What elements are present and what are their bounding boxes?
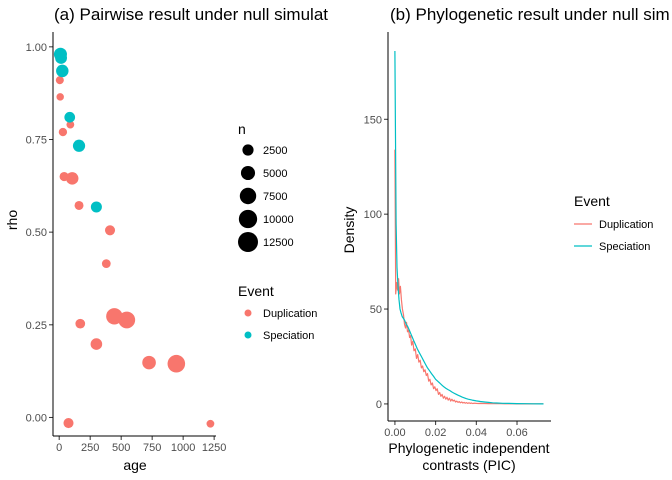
- panel-a-legend-label-speciation: Speciation: [263, 330, 314, 342]
- point-duplication: [74, 200, 84, 210]
- point-duplication: [58, 127, 68, 137]
- panel-b-x-tick-label: 0.06: [506, 427, 527, 439]
- panel-b-y-tick-label: 50: [370, 304, 382, 316]
- panel-a-y-tick-label: 1.00: [26, 42, 47, 54]
- panel-b-x-tick-label: 0.04: [466, 427, 487, 439]
- panel-b-y-tick-label: 150: [364, 114, 382, 126]
- point-duplication: [65, 172, 79, 185]
- point-duplication: [142, 355, 156, 370]
- panel-a-y-tick-label: 0.75: [26, 134, 47, 146]
- point-speciation: [90, 201, 102, 213]
- panel-a: (a) Pairwise result under null simulat r…: [4, 5, 328, 473]
- panel-b: (b) Phylogenetic result under null sim D…: [341, 5, 670, 473]
- size-legend-label: 12500: [263, 237, 294, 249]
- panel-a-x-tick-label: 1250: [202, 442, 226, 454]
- panel-a-y-tick-label: 0.50: [26, 227, 47, 239]
- size-legend-label: 5000: [263, 168, 287, 180]
- point-duplication: [75, 318, 86, 329]
- size-legend-key: [239, 187, 257, 205]
- panel-b-lines: [394, 50, 544, 405]
- panel-b-y-axis-title: Density: [341, 207, 357, 254]
- point-duplication: [66, 120, 75, 129]
- point-duplication: [118, 311, 136, 329]
- panel-a-x-tick-label: 500: [112, 442, 130, 454]
- point-duplication: [101, 259, 111, 269]
- point-speciation: [55, 52, 67, 64]
- panel-b-x-axis-title-line1: Phylogenetic independent: [388, 440, 549, 456]
- size-legend-key: [242, 144, 254, 156]
- panel-a-y-tick-label: 0.25: [26, 320, 47, 332]
- panel-b-color-legend-title: Event: [574, 193, 610, 209]
- panel-a-title: (a) Pairwise result under null simulat: [54, 5, 328, 24]
- point-duplication: [167, 354, 186, 373]
- panel-b-title: (b) Phylogenetic result under null sim: [390, 5, 670, 24]
- panel-b-y-tick-label: 100: [364, 209, 382, 221]
- panel-a-color-legend: Event Duplication Speciation: [238, 283, 317, 342]
- panel-b-x-tick-label: 0.00: [384, 427, 405, 439]
- size-legend-items: 2500 5000 7500 10000 12500: [238, 144, 294, 252]
- panel-a-ticks: 0 250 500 750 1000 1250 0.00 0.25 0.50 0.75 1.00: [26, 42, 227, 454]
- density-line-speciation: [394, 50, 544, 405]
- point-speciation: [64, 111, 76, 123]
- point-speciation: [72, 139, 86, 152]
- panel-b-x-tick-label: 0.02: [425, 427, 446, 439]
- panel-b-x-axis-title-line2: contrasts (PIC): [422, 457, 515, 473]
- panel-a-y-axis-title: rho: [4, 210, 20, 230]
- panel-a-color-legend-title: Event: [238, 283, 274, 299]
- size-legend-label: 7500: [263, 191, 287, 203]
- panel-a-x-axis-title: age: [123, 457, 147, 473]
- panel-a-x-tick-label: 750: [143, 442, 161, 454]
- panel-a-y-tick-label: 0.00: [26, 412, 47, 424]
- point-duplication: [104, 225, 116, 236]
- title-clip-mask: [336, 0, 386, 32]
- size-legend-key: [240, 165, 256, 181]
- panel-a-size-legend: n 2500 5000 7500 10000 12500: [238, 121, 294, 252]
- panel-a-x-tick-label: 0: [56, 442, 62, 454]
- panel-b-y-tick-label: 0: [376, 399, 382, 411]
- point-duplication: [55, 76, 64, 85]
- size-legend-key: [238, 232, 258, 252]
- legend-key-speciation-point: [244, 331, 252, 339]
- panel-b-legend-label-speciation: Speciation: [599, 241, 650, 253]
- panel-b-ticks: 0.00 0.02 0.04 0.06 0 50 100 150: [364, 114, 528, 439]
- panel-a-x-tick-label: 1000: [171, 442, 195, 454]
- panel-b-color-legend: Event Duplication Speciation: [574, 193, 653, 253]
- point-duplication: [56, 93, 64, 101]
- point-duplication: [206, 419, 215, 428]
- point-speciation: [56, 64, 69, 78]
- size-legend-label: 2500: [263, 145, 287, 157]
- density-line-duplication: [394, 149, 544, 405]
- panel-a-legend-label-duplication: Duplication: [263, 308, 317, 320]
- legend-key-duplication-point: [244, 309, 252, 317]
- point-duplication: [63, 417, 74, 429]
- panel-a-points: [53, 47, 215, 429]
- panel-b-legend-label-duplication: Duplication: [599, 219, 653, 231]
- size-legend-title: n: [238, 121, 246, 137]
- panel-a-x-tick-label: 250: [81, 442, 99, 454]
- size-legend-label: 10000: [263, 214, 294, 226]
- point-duplication: [90, 338, 103, 350]
- size-legend-key: [238, 209, 258, 229]
